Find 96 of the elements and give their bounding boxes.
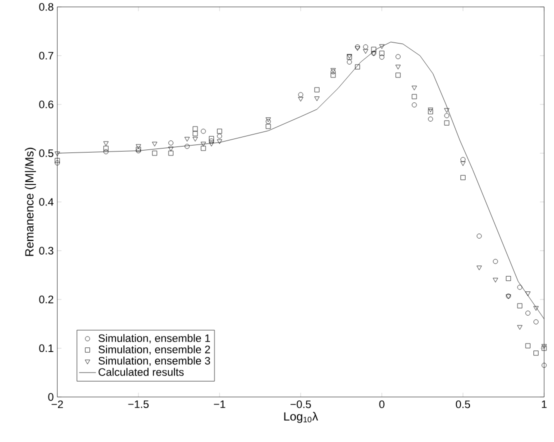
point [54, 158, 60, 163]
point [200, 142, 206, 146]
point [534, 350, 538, 356]
point [192, 136, 198, 142]
point [492, 278, 498, 282]
point [54, 151, 60, 156]
point [428, 108, 434, 112]
point [208, 136, 214, 141]
point [444, 108, 450, 113]
point [355, 44, 360, 50]
point [428, 109, 433, 114]
point [104, 149, 108, 154]
point [355, 64, 360, 70]
point [217, 128, 222, 134]
point [525, 310, 530, 316]
y-tick-label: 0.3 [39, 246, 54, 254]
point [354, 46, 360, 51]
x-tick-label: 0 [379, 400, 384, 408]
point [379, 54, 384, 60]
point [460, 174, 466, 180]
point [314, 96, 320, 101]
point [200, 128, 206, 134]
point [444, 112, 450, 118]
point [517, 284, 522, 290]
point [534, 319, 538, 324]
point [460, 161, 466, 166]
point [184, 144, 190, 149]
point [506, 276, 511, 281]
point [136, 144, 142, 149]
point [396, 72, 401, 78]
point [54, 160, 60, 166]
point [379, 44, 384, 49]
x-tick-label: 1 [542, 400, 547, 408]
y-tick-label: 0.6 [39, 100, 54, 108]
point [533, 306, 539, 311]
x-axis-title: Log$_{10}$λ [284, 412, 318, 423]
point [266, 117, 271, 122]
point [266, 118, 271, 124]
point [444, 120, 450, 126]
point [168, 146, 174, 152]
legend-label: Calculated results [98, 368, 184, 376]
legend-label: Simulation, ensemble 3 [98, 356, 210, 366]
y-tick-label: 0.8 [39, 2, 54, 11]
x-tick-label: −1.5 [128, 400, 149, 408]
point [103, 141, 109, 146]
point [460, 156, 466, 162]
y-tick-label: 0.1 [39, 344, 54, 352]
y-tick-label: 0 [48, 392, 54, 401]
y-tick-label: 0.5 [39, 149, 54, 157]
point [298, 92, 304, 97]
point [363, 49, 368, 54]
point [542, 362, 547, 368]
point [330, 72, 336, 78]
point [525, 343, 530, 348]
point [208, 138, 214, 144]
point [476, 233, 482, 238]
point [216, 139, 222, 144]
point [184, 136, 190, 142]
point [476, 266, 482, 270]
point [104, 146, 108, 151]
x-tick-label: −2 [52, 400, 63, 408]
point [412, 94, 417, 99]
x-tick-label: 0.5 [456, 400, 470, 408]
point [192, 126, 198, 132]
point [168, 150, 174, 156]
point [412, 102, 417, 108]
point [192, 131, 198, 136]
x-tick-label: −0.5 [290, 400, 311, 408]
point [525, 291, 530, 296]
point [217, 133, 222, 138]
point [168, 140, 174, 146]
point [412, 86, 417, 90]
point [298, 96, 304, 102]
point [379, 50, 384, 56]
point [208, 142, 214, 146]
point [396, 54, 401, 59]
point [346, 59, 352, 64]
point [428, 116, 433, 122]
point [517, 324, 522, 330]
y-tick-label: 0.7 [39, 52, 54, 60]
x-tick-label: −1 [214, 400, 226, 408]
point [363, 44, 368, 50]
y-tick-label: 0.2 [39, 295, 54, 304]
y-tick-label: 0.4 [39, 198, 54, 206]
point [395, 64, 401, 70]
point [371, 46, 376, 52]
point [200, 146, 206, 151]
point [517, 303, 522, 308]
y-axis-title: Remanence (|M|/Ms) [24, 148, 36, 256]
point [152, 150, 158, 156]
point [492, 258, 498, 264]
legend-label: Simulation, ensemble 1 [98, 334, 210, 344]
legend-label: Simulation, ensemble 2 [98, 345, 210, 354]
point [314, 87, 320, 92]
point [152, 142, 158, 146]
point [266, 124, 271, 129]
